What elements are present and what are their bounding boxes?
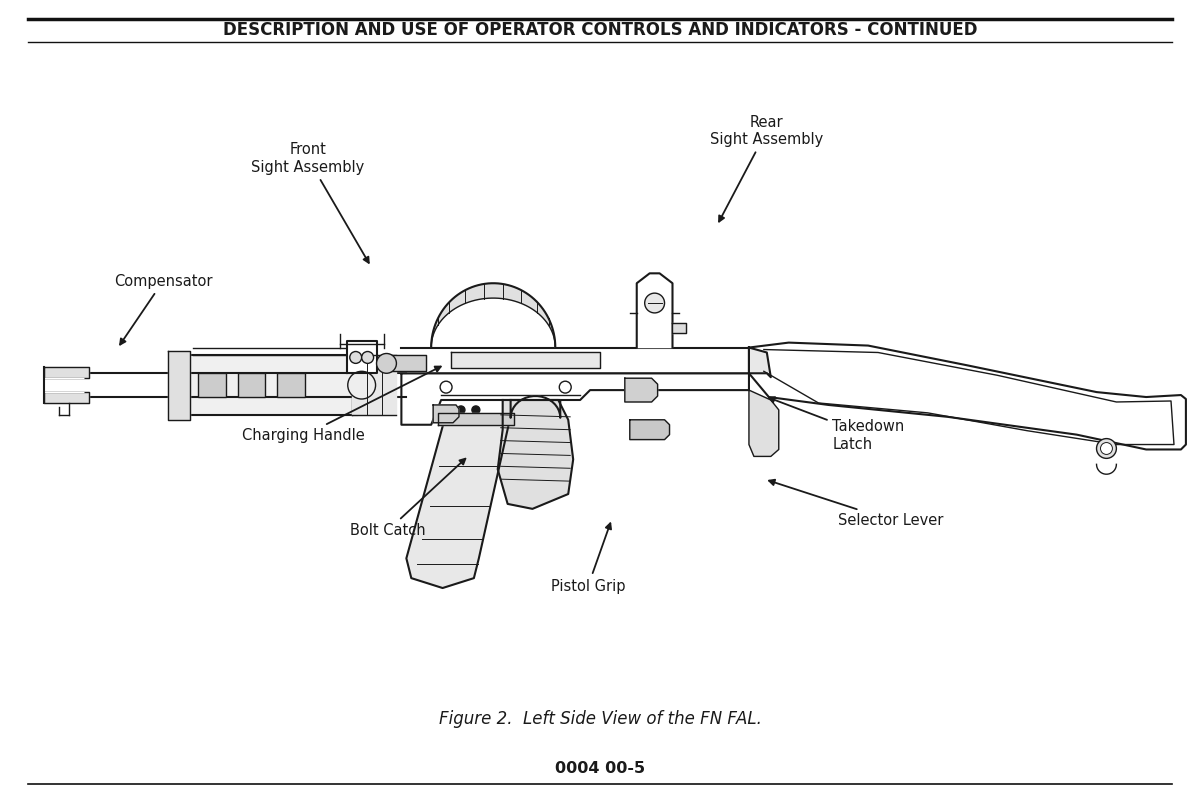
- Polygon shape: [749, 347, 770, 378]
- Polygon shape: [749, 390, 779, 457]
- Text: 0004 00-5: 0004 00-5: [554, 761, 646, 776]
- Text: Pistol Grip: Pistol Grip: [551, 523, 625, 594]
- Circle shape: [644, 293, 665, 313]
- Polygon shape: [352, 355, 396, 415]
- Polygon shape: [438, 413, 514, 425]
- Polygon shape: [630, 420, 670, 439]
- Circle shape: [349, 351, 361, 363]
- Circle shape: [348, 371, 376, 399]
- Polygon shape: [89, 374, 407, 397]
- Text: Front
Sight Assembly: Front Sight Assembly: [252, 142, 368, 263]
- Bar: [198, 374, 226, 397]
- Polygon shape: [401, 347, 749, 374]
- Polygon shape: [433, 405, 458, 422]
- Text: DESCRIPTION AND USE OF OPERATOR CONTROLS AND INDICATORS - CONTINUED: DESCRIPTION AND USE OF OPERATOR CONTROLS…: [223, 21, 977, 39]
- Circle shape: [559, 381, 571, 393]
- Circle shape: [457, 406, 464, 414]
- Text: Bolt Catch: Bolt Catch: [349, 458, 466, 538]
- Text: Compensator: Compensator: [114, 274, 212, 345]
- Polygon shape: [498, 400, 574, 509]
- Circle shape: [440, 381, 452, 393]
- Polygon shape: [625, 378, 658, 402]
- Polygon shape: [401, 374, 749, 425]
- Polygon shape: [44, 392, 89, 403]
- Circle shape: [1100, 442, 1112, 454]
- Circle shape: [377, 354, 396, 374]
- Text: Figure 2.  Left Side View of the FN FAL.: Figure 2. Left Side View of the FN FAL.: [438, 710, 762, 728]
- Polygon shape: [44, 367, 89, 378]
- Polygon shape: [347, 341, 377, 374]
- Circle shape: [361, 351, 373, 363]
- Text: Rear
Sight Assembly: Rear Sight Assembly: [710, 114, 823, 222]
- Polygon shape: [168, 350, 190, 420]
- Bar: [238, 374, 265, 397]
- Text: Takedown
Latch: Takedown Latch: [769, 397, 905, 452]
- Polygon shape: [451, 353, 600, 368]
- Polygon shape: [637, 274, 672, 347]
- Circle shape: [472, 406, 480, 414]
- Bar: [277, 374, 305, 397]
- Polygon shape: [407, 425, 509, 588]
- Polygon shape: [178, 355, 356, 415]
- Polygon shape: [511, 396, 560, 418]
- Circle shape: [1097, 438, 1116, 458]
- Polygon shape: [431, 283, 556, 347]
- Polygon shape: [672, 323, 686, 333]
- Polygon shape: [749, 342, 1186, 450]
- Polygon shape: [391, 355, 426, 371]
- Text: Charging Handle: Charging Handle: [242, 366, 440, 443]
- Text: Selector Lever: Selector Lever: [769, 480, 943, 528]
